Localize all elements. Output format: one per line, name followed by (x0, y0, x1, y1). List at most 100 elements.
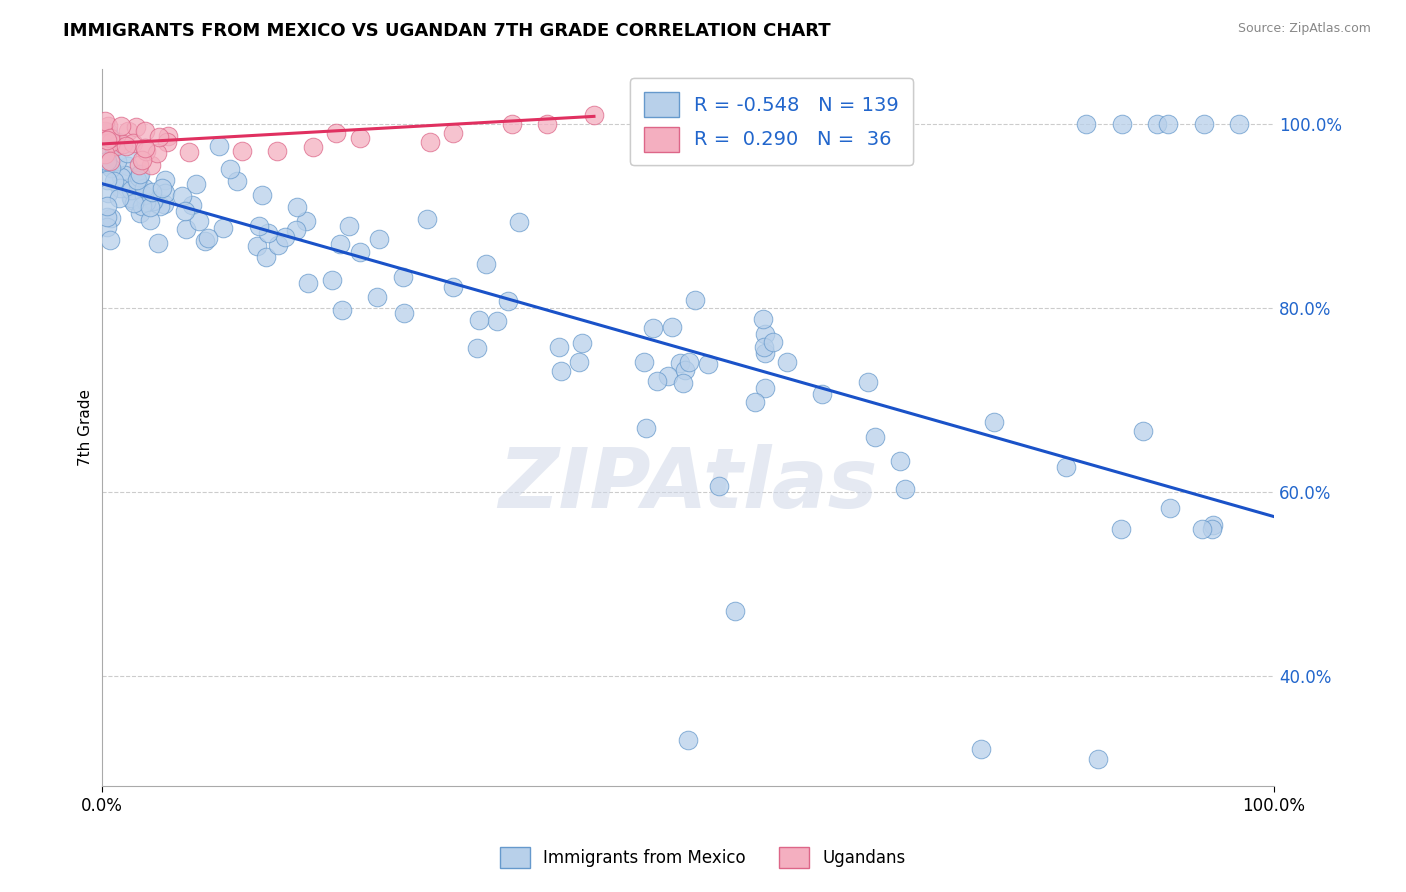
Point (117, 159, 139, 173)
Point (392, 270, 415, 285)
Point (105, 154, 128, 169)
Point (134, 124, 156, 138)
Point (349, 245, 371, 260)
Legend: R = -0.548   N = 139, R =  0.290   N =  36: R = -0.548 N = 139, R = 0.290 N = 36 (630, 78, 912, 165)
Point (98, 130, 121, 145)
Point (257, 226, 280, 240)
Text: ZIPAtlas: ZIPAtlas (498, 444, 877, 525)
Point (567, 355, 589, 369)
Point (1191, 522, 1213, 536)
Point (149, 199, 172, 213)
Point (128, 158, 150, 172)
Point (142, 194, 165, 209)
Point (776, 355, 799, 369)
Point (211, 220, 233, 235)
Point (267, 238, 290, 252)
Point (96, 157, 118, 171)
Point (100, 211, 122, 226)
Point (120, 191, 142, 205)
Point (1087, 751, 1109, 765)
Point (254, 250, 277, 264)
Point (128, 206, 150, 220)
Point (367, 232, 389, 246)
Point (697, 357, 720, 371)
Point (94, 147, 117, 161)
Point (111, 137, 134, 152)
Point (970, 742, 993, 756)
Point (641, 320, 664, 334)
Point (250, 188, 273, 202)
Point (329, 236, 352, 251)
Point (301, 139, 323, 153)
Point (96, 172, 118, 186)
Point (284, 223, 307, 237)
Point (94, 114, 117, 128)
Point (174, 222, 197, 236)
Point (366, 290, 388, 304)
Point (132, 188, 155, 202)
Point (141, 186, 163, 200)
Point (98, 153, 121, 168)
Point (96, 147, 118, 161)
Point (143, 193, 166, 207)
Point (1227, 117, 1250, 131)
Point (110, 119, 132, 133)
Point (325, 126, 347, 140)
Point (134, 181, 156, 195)
Point (103, 174, 125, 188)
Point (678, 355, 700, 369)
Point (97, 186, 120, 200)
Point (219, 162, 242, 177)
Point (139, 200, 162, 214)
Point (103, 139, 125, 153)
Point (247, 219, 270, 234)
Point (139, 213, 162, 227)
Point (1192, 117, 1215, 131)
Point (134, 141, 156, 155)
Point (485, 314, 508, 328)
Point (114, 139, 136, 153)
Legend: Immigrants from Mexico, Ugandans: Immigrants from Mexico, Ugandans (494, 840, 912, 875)
Point (128, 167, 150, 181)
Point (96, 153, 118, 168)
Point (285, 200, 308, 214)
Point (135, 195, 157, 210)
Point (146, 146, 169, 161)
Y-axis label: 7th Grade: 7th Grade (79, 389, 93, 466)
Point (148, 130, 170, 145)
Point (392, 306, 415, 320)
Point (124, 196, 146, 211)
Point (231, 145, 253, 159)
Point (676, 733, 699, 747)
Point (297, 276, 319, 290)
Point (1109, 522, 1132, 536)
Point (321, 272, 343, 286)
Point (1146, 117, 1168, 131)
Point (724, 604, 747, 618)
Point (274, 229, 297, 244)
Point (100, 135, 122, 149)
Point (669, 355, 692, 369)
Point (550, 364, 572, 378)
Point (661, 320, 683, 334)
Point (1202, 518, 1225, 533)
Point (107, 136, 129, 150)
Point (416, 212, 439, 227)
Point (858, 376, 880, 390)
Point (141, 158, 163, 172)
Point (571, 335, 593, 350)
Point (441, 126, 464, 140)
Point (330, 303, 353, 318)
Point (752, 311, 775, 326)
Text: IMMIGRANTS FROM MEXICO VS UGANDAN 7TH GRADE CORRELATION CHART: IMMIGRANTS FROM MEXICO VS UGANDAN 7TH GR… (63, 22, 831, 40)
Point (672, 376, 695, 390)
Point (633, 355, 655, 369)
Point (96, 133, 118, 147)
Point (122, 136, 145, 151)
Point (121, 193, 143, 207)
Point (683, 293, 706, 307)
Point (889, 454, 911, 468)
Point (208, 138, 231, 153)
Point (115, 181, 138, 195)
Point (153, 173, 176, 187)
